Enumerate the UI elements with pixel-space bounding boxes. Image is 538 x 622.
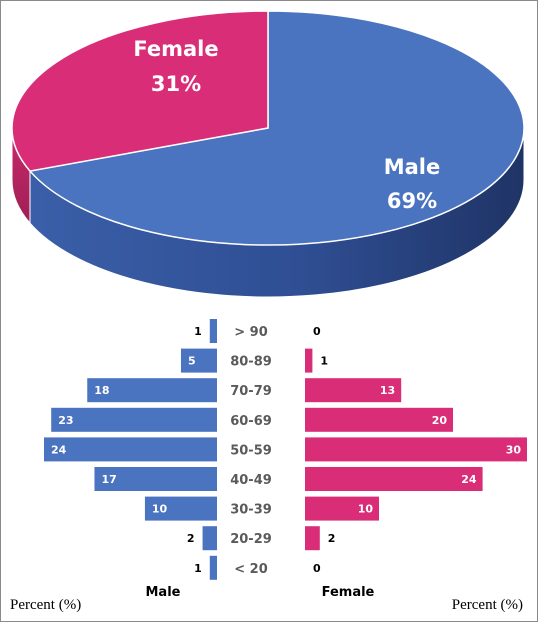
male-bar [180, 348, 217, 373]
female-bar [305, 437, 527, 462]
age-group-label: 70-79 [230, 384, 272, 399]
male-bars-series: 1 5 18 23 24 17 10 2 1 [44, 319, 218, 580]
male-bar [209, 555, 217, 580]
pie-label-male-name: Male [384, 155, 441, 179]
right-axis-label: Percent (%) [452, 597, 523, 613]
male-bar [202, 526, 217, 551]
female-bar-value: 0 [313, 325, 321, 338]
pie-slice-male [28, 10, 525, 246]
male-bar-value: 10 [152, 503, 168, 516]
age-group-label: 30-39 [230, 503, 272, 518]
age-group-label: < 20 [234, 562, 268, 577]
female-bar-value: 30 [506, 443, 522, 456]
male-bar-value: 17 [101, 473, 116, 486]
female-bar [305, 378, 402, 403]
age-group-label: > 90 [234, 325, 268, 340]
male-bar [144, 496, 217, 521]
female-bar-value: 20 [432, 414, 448, 427]
female-bar-value: 13 [380, 384, 395, 397]
pie-label-female-name: Female [133, 37, 218, 61]
female-bar [305, 407, 453, 432]
male-bar [94, 467, 217, 491]
female-bar [305, 467, 483, 491]
male-bar [51, 407, 218, 432]
male-bar-value: 2 [187, 532, 195, 545]
age-group-label: 60-69 [230, 414, 272, 429]
pie-slice-female [11, 10, 269, 172]
pie-label-male-percent: 69% [387, 189, 437, 213]
female-bar-value: 10 [358, 503, 374, 516]
female-bar-value: 2 [328, 532, 336, 545]
female-bar [305, 496, 379, 521]
male-legend-label: Male [146, 585, 181, 600]
age-group-label: 50-59 [230, 443, 272, 458]
male-bar [209, 319, 217, 343]
female-bar [305, 526, 320, 551]
male-bar-value: 5 [188, 355, 196, 368]
pie-label-female-percent: 31% [151, 72, 201, 96]
age-group-label: 20-29 [230, 532, 272, 547]
female-bar-value: 24 [461, 473, 477, 486]
male-bar [87, 378, 217, 403]
male-bar-value: 23 [58, 414, 73, 427]
left-axis-label: Percent (%) [10, 597, 81, 613]
male-bar-value: 1 [194, 325, 202, 338]
female-bar-value: 1 [320, 355, 328, 368]
male-bar-value: 24 [51, 443, 67, 456]
male-bar-value: 1 [194, 562, 202, 575]
male-bar [44, 437, 217, 462]
age-group-label: 80-89 [230, 355, 272, 370]
female-legend-label: Female [322, 585, 375, 600]
female-bar-value: 0 [313, 562, 321, 575]
gender-pie-chart: Male 69% Female 31% [11, 10, 525, 298]
male-bar-value: 18 [94, 384, 109, 397]
age-group-label: 40-49 [230, 473, 272, 488]
age-group-labels: > 90 80-89 70-79 60-69 50-59 40-49 30-39 20-29 <… [230, 325, 272, 577]
female-bar [305, 348, 313, 373]
